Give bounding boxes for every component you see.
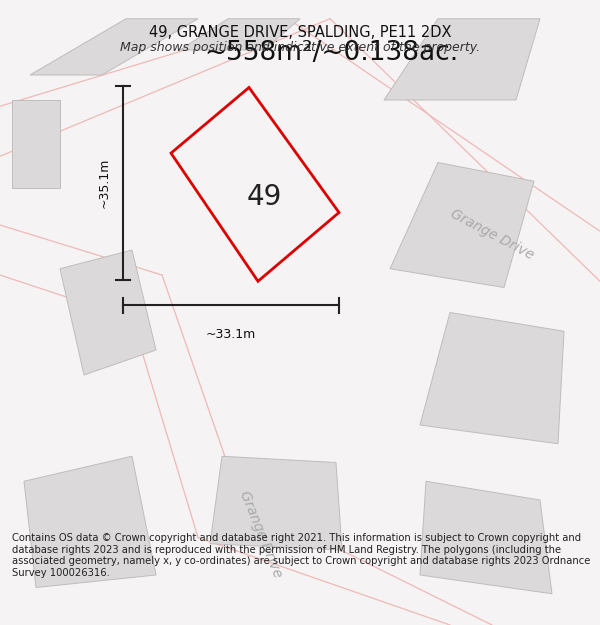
Polygon shape — [180, 19, 300, 50]
Polygon shape — [420, 312, 564, 444]
Polygon shape — [24, 456, 156, 588]
Text: 49: 49 — [247, 183, 281, 211]
Text: ~33.1m: ~33.1m — [206, 328, 256, 341]
Text: ~558m²/~0.138ac.: ~558m²/~0.138ac. — [204, 40, 458, 66]
Text: Grange Drive: Grange Drive — [237, 489, 285, 580]
Text: Grange Drive: Grange Drive — [448, 206, 536, 262]
Polygon shape — [384, 19, 540, 100]
Polygon shape — [30, 19, 198, 75]
Polygon shape — [420, 481, 552, 594]
Polygon shape — [390, 162, 534, 288]
Polygon shape — [171, 88, 339, 281]
Text: Map shows position and indicative extent of the property.: Map shows position and indicative extent… — [120, 41, 480, 54]
Polygon shape — [210, 456, 342, 550]
Text: Contains OS data © Crown copyright and database right 2021. This information is : Contains OS data © Crown copyright and d… — [12, 533, 590, 578]
Polygon shape — [60, 250, 156, 375]
Polygon shape — [12, 100, 60, 188]
Text: 49, GRANGE DRIVE, SPALDING, PE11 2DX: 49, GRANGE DRIVE, SPALDING, PE11 2DX — [149, 25, 451, 40]
Text: ~35.1m: ~35.1m — [98, 158, 111, 208]
